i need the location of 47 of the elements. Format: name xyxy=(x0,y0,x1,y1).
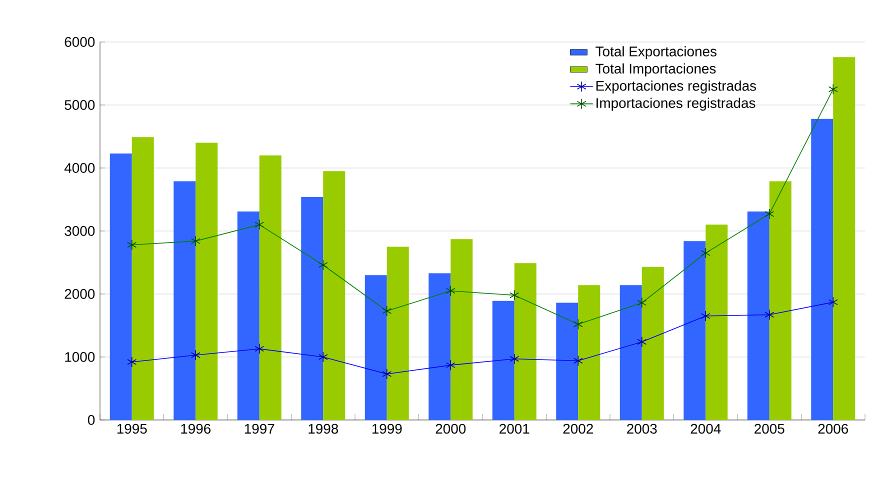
bar xyxy=(684,241,706,420)
bar xyxy=(132,137,154,420)
bar xyxy=(811,118,834,420)
bar xyxy=(259,155,282,420)
x-tick-label: 1997 xyxy=(244,424,274,434)
bar xyxy=(833,57,856,420)
bar xyxy=(301,196,324,420)
legend-label: Exportaciones registradas xyxy=(596,80,756,94)
bar xyxy=(386,246,409,420)
bar xyxy=(428,273,451,420)
y-tick-label: 0 xyxy=(88,415,95,425)
x-tick-label: 2001 xyxy=(500,424,530,434)
bar xyxy=(706,224,728,420)
x-tick-label: 1999 xyxy=(372,424,402,434)
x-tick-label: 1996 xyxy=(181,424,211,434)
y-tick-label: 5000 xyxy=(64,100,95,110)
x-tick-label: 2004 xyxy=(690,424,721,434)
legend-label: Total Exportaciones xyxy=(596,46,716,60)
bar xyxy=(620,285,642,420)
x-tick-label: 1995 xyxy=(117,424,147,434)
x-tick-label: 2003 xyxy=(627,424,657,434)
y-tick-label: 6000 xyxy=(64,37,95,47)
bar xyxy=(556,302,578,420)
bar xyxy=(110,154,132,420)
y-tick-label: 4000 xyxy=(64,163,95,173)
bar xyxy=(237,211,260,420)
bar xyxy=(450,239,473,420)
bar xyxy=(492,300,514,420)
bar xyxy=(642,266,664,420)
x-tick-label: 1998 xyxy=(308,424,338,434)
x-tick-label: 2006 xyxy=(818,424,848,434)
y-tick-label: 2000 xyxy=(64,289,95,299)
bar xyxy=(323,171,346,420)
x-tick-label: 2005 xyxy=(754,424,784,434)
bar xyxy=(174,181,196,420)
bar xyxy=(196,142,218,420)
legend-label: Importaciones registradas xyxy=(596,98,756,111)
legend-label: Total Importaciones xyxy=(596,63,716,76)
bar xyxy=(578,285,600,420)
x-tick-label: 2002 xyxy=(563,424,593,434)
bar xyxy=(514,263,536,420)
y-tick-label: 1000 xyxy=(65,352,95,362)
x-tick-label: 2000 xyxy=(436,424,466,434)
y-tick-label: 3000 xyxy=(64,226,95,236)
bar xyxy=(769,181,792,420)
bar xyxy=(747,211,770,420)
bar xyxy=(364,275,387,420)
